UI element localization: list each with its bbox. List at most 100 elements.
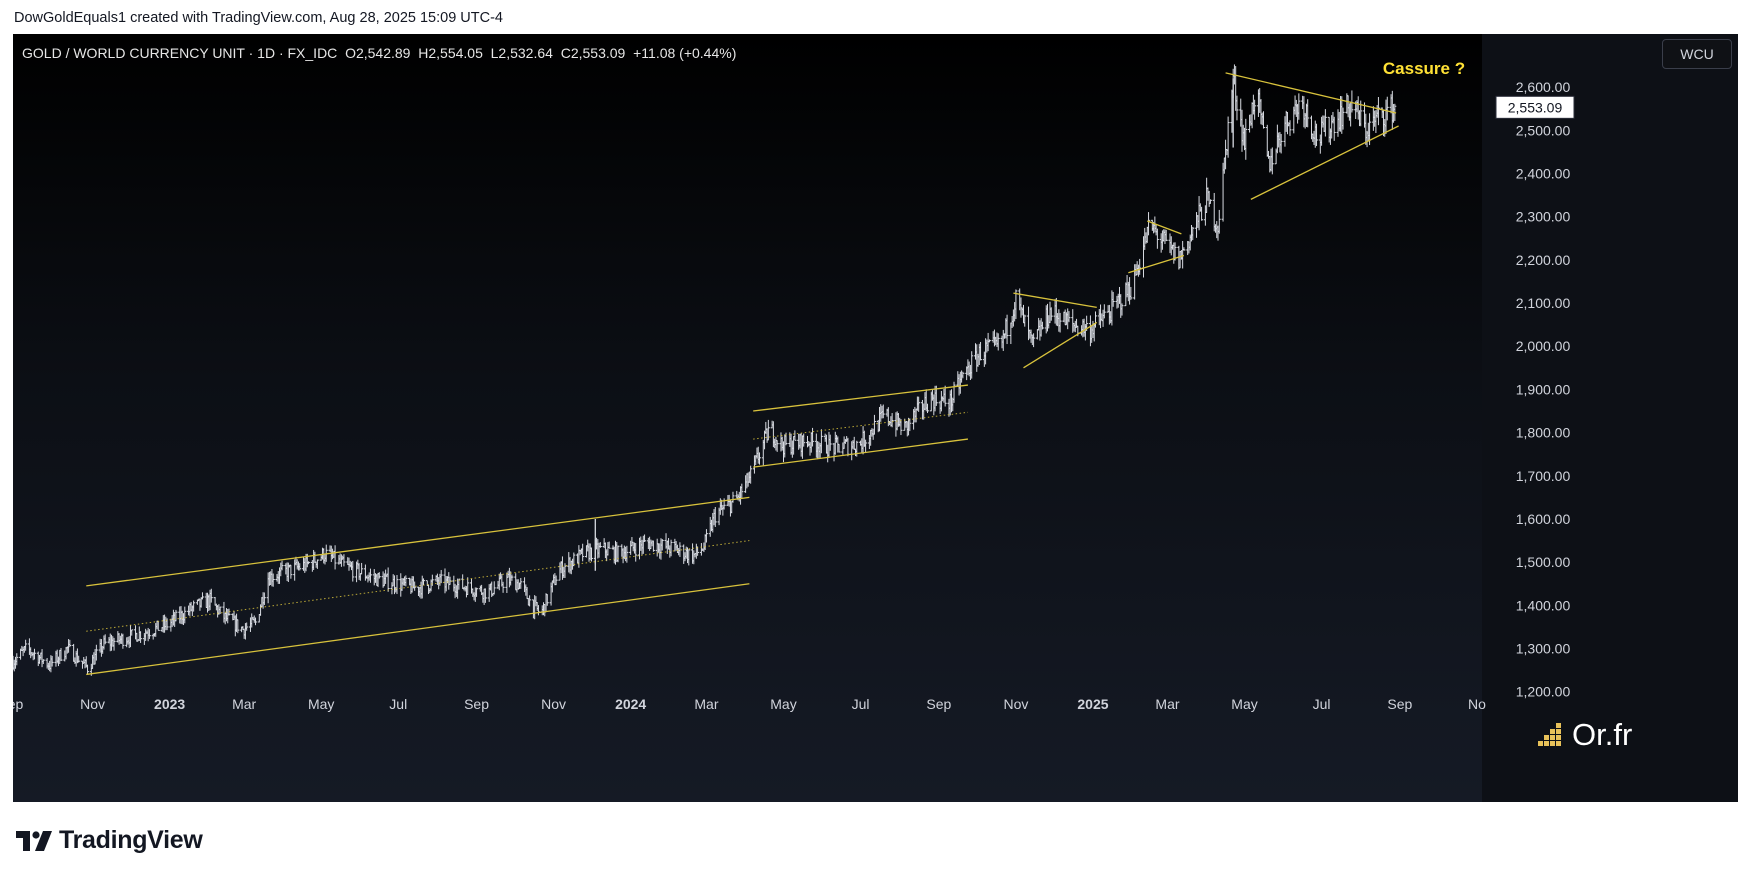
ohlc-bar xyxy=(899,419,903,436)
breakout-annotation: Cassure ? xyxy=(1383,59,1465,78)
tradingview-logo-icon xyxy=(16,830,52,851)
time-tick-label: Nov xyxy=(541,696,566,712)
ohlc-bar xyxy=(1067,311,1071,323)
orfr-watermark: Or.fr xyxy=(1538,717,1632,753)
change-value: +11.08 (+0.44%) xyxy=(633,45,737,61)
ohlc-bar xyxy=(492,581,496,595)
trendline-triangle-3-lower[interactable] xyxy=(1250,125,1399,200)
gold-bars-icon xyxy=(1538,723,1561,746)
price-axis-panel[interactable] xyxy=(1482,34,1738,802)
ohlc-bar xyxy=(307,561,311,565)
ohlc-bar xyxy=(687,549,691,566)
price-tick-label: 1,900.00 xyxy=(1516,381,1571,397)
ohlc-bar xyxy=(1341,107,1345,130)
ohlc-bar xyxy=(917,396,921,412)
ohlc-bar xyxy=(775,440,779,452)
low-value: L2,532.64 xyxy=(490,45,553,61)
trendline-channel-mid-2[interactable] xyxy=(753,411,968,440)
ohlc-bar xyxy=(757,452,761,465)
ohlc-bar xyxy=(1102,304,1106,319)
time-tick-label: Nov xyxy=(80,696,105,712)
ohlc-bar xyxy=(1376,96,1380,126)
price-tick-label: 1,200.00 xyxy=(1516,684,1571,700)
ohlc-bar xyxy=(563,563,567,578)
trendline-channel-upper-2[interactable] xyxy=(753,384,968,412)
trendline-triangle-1-upper[interactable] xyxy=(1013,292,1097,308)
ohlc-bar xyxy=(607,541,611,549)
ohlc-bar xyxy=(130,629,134,636)
trendlines xyxy=(86,72,1399,676)
trendline-channel-lower-1[interactable] xyxy=(86,583,750,676)
orfr-text: Or.fr xyxy=(1572,717,1633,752)
chart-area[interactable]: 1,200.00 1,300.00 1,400.00 1,500.00 1,600.00… xyxy=(13,34,1738,802)
ohlc-bar xyxy=(766,419,770,441)
time-tick-label: Sep xyxy=(926,696,951,712)
ohlc-bar xyxy=(183,606,187,624)
ohlc-bar xyxy=(598,542,602,548)
ohlc-bar xyxy=(333,545,337,570)
price-tick-label: 2,400.00 xyxy=(1516,165,1571,181)
ohlc-bar xyxy=(50,655,54,667)
ohlc-bar xyxy=(590,547,594,562)
ohlc-bar xyxy=(200,592,204,600)
trendline-triangle-2-lower[interactable] xyxy=(1128,254,1185,274)
time-tick-label: 2024 xyxy=(615,696,646,712)
ohlc-bar xyxy=(24,639,28,651)
ohlc-bars xyxy=(13,64,1397,676)
ohlc-bar xyxy=(1323,109,1327,137)
ohlc-bar xyxy=(1306,99,1310,128)
ohlc-bar xyxy=(651,540,655,552)
ohlc-bar xyxy=(404,575,408,587)
ohlc-bar xyxy=(1058,312,1062,333)
ohlc-bar xyxy=(1014,289,1018,319)
trendline-channel-lower-2[interactable] xyxy=(753,438,968,468)
time-tick-label: ep xyxy=(13,696,24,712)
ohlc-bar xyxy=(386,567,390,592)
ohlc-bar xyxy=(245,622,249,631)
ohlc-bar xyxy=(32,648,36,660)
ohlc-bar xyxy=(236,619,240,634)
ohlc-bar xyxy=(483,588,487,603)
ohlc-bar xyxy=(925,403,929,414)
ohlc-bar xyxy=(1023,314,1027,327)
ohlc-bar xyxy=(377,572,381,579)
last-price-label: 2,553.09 xyxy=(1508,99,1563,115)
ohlc-bar xyxy=(625,545,629,563)
trendline-triangle-1-lower[interactable] xyxy=(1023,321,1098,369)
ohlc-bar xyxy=(1253,99,1257,120)
ohlc-bar xyxy=(987,339,991,343)
ohlc-bar xyxy=(192,600,196,612)
ohlc-bar xyxy=(342,554,346,567)
ohlc-bar xyxy=(422,578,426,586)
trendline-triangle-2-upper[interactable] xyxy=(1147,220,1182,235)
currency-unit-button[interactable]: WCU xyxy=(1662,39,1732,69)
time-tick-label: Sep xyxy=(464,696,489,712)
time-tick-label: Jul xyxy=(1313,696,1331,712)
chart-credit: DowGoldEquals1 created with TradingView.… xyxy=(14,10,503,26)
ohlc-bar xyxy=(1217,209,1221,234)
ohlc-bar xyxy=(704,529,708,543)
price-chart[interactable]: 1,200.00 1,300.00 1,400.00 1,500.00 1,600.00… xyxy=(13,34,1738,802)
ohlc-bar xyxy=(1235,95,1239,121)
price-tick-label: 2,500.00 xyxy=(1516,122,1571,138)
time-tick-label: Jul xyxy=(852,696,870,712)
ohlc-bar xyxy=(1288,120,1292,136)
ohlc-bar xyxy=(86,664,90,675)
trendline-channel-mid-1[interactable] xyxy=(86,540,750,632)
ohlc-bar xyxy=(528,595,532,607)
ohlc-bar xyxy=(952,381,956,403)
ohlc-bar xyxy=(395,575,399,595)
ohlc-bar xyxy=(890,413,894,428)
ohlc-bar xyxy=(1332,116,1336,141)
tradingview-brand[interactable]: TradingView xyxy=(16,826,203,855)
trendline-channel-upper-1[interactable] xyxy=(86,496,750,587)
trendline-triangle-3-upper[interactable] xyxy=(1225,72,1397,114)
price-tick-label: 2,100.00 xyxy=(1516,295,1571,311)
ohlc-bar xyxy=(802,433,806,447)
ohlc-bar xyxy=(461,574,465,589)
price-axis: 1,200.00 1,300.00 1,400.00 1,500.00 1,600.00… xyxy=(1516,79,1571,700)
ohlc-bar xyxy=(510,574,514,581)
ohlc-bar xyxy=(996,333,1000,351)
price-tick-label: 2,600.00 xyxy=(1516,79,1571,95)
symbol-legend[interactable]: GOLD / WORLD CURRENCY UNIT · 1D · FX_IDC… xyxy=(22,45,736,61)
